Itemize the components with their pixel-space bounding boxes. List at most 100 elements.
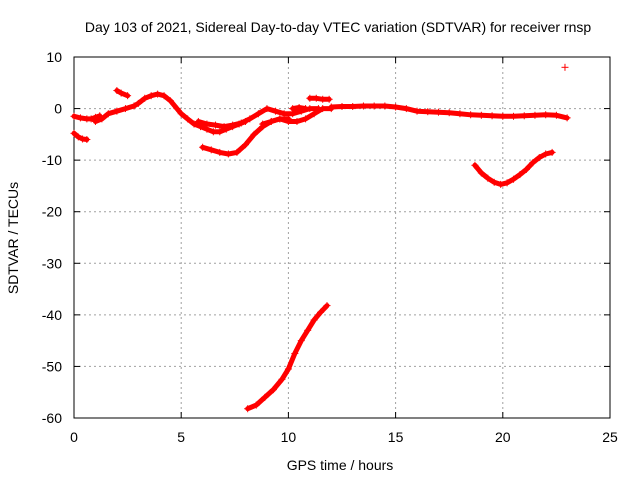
data-point — [154, 90, 162, 98]
data-point — [233, 148, 241, 156]
series-arc-12 — [245, 303, 330, 412]
data-point — [252, 401, 260, 409]
data-point — [220, 123, 228, 131]
data-point — [194, 117, 202, 125]
data-point — [278, 375, 286, 383]
data-point — [310, 316, 318, 324]
data-point — [113, 87, 121, 95]
data-point — [246, 115, 254, 123]
data-point — [302, 115, 310, 123]
data-point — [561, 63, 569, 71]
plot-frame — [73, 56, 611, 419]
data-point — [488, 112, 496, 120]
data-point — [244, 405, 252, 413]
x-tick-label: 15 — [388, 429, 404, 445]
data-point — [306, 94, 314, 102]
data-point — [323, 302, 331, 310]
data-point — [359, 102, 367, 110]
data-point — [83, 136, 91, 144]
data-point — [529, 159, 537, 167]
data-point — [87, 115, 95, 123]
data-point — [134, 99, 142, 107]
y-tick-label: 0 — [54, 101, 62, 117]
data-point — [261, 393, 269, 401]
data-point — [413, 107, 421, 115]
data-point — [490, 178, 498, 186]
y-tick-label: -30 — [42, 255, 62, 271]
data-point — [91, 117, 99, 125]
data-point — [542, 150, 550, 158]
data-point — [563, 114, 571, 122]
data-point — [302, 105, 310, 113]
data-point — [338, 103, 346, 111]
data-point — [312, 94, 320, 102]
chart-title: Day 103 of 2021, Sidereal Day-to-day VTE… — [85, 19, 591, 35]
x-tick-label: 10 — [281, 429, 297, 445]
x-tick-label: 0 — [70, 429, 78, 445]
y-axis-label: SDTVAR / TECUs — [5, 182, 21, 294]
x-tick-label: 20 — [495, 429, 511, 445]
data-point — [184, 115, 192, 123]
data-point — [497, 180, 505, 188]
data-point — [117, 89, 125, 97]
data-point — [516, 171, 524, 179]
data-point — [319, 105, 327, 113]
data-point — [207, 146, 215, 154]
data-point — [327, 103, 335, 111]
y-tick-label: -50 — [42, 358, 62, 374]
data-point — [289, 105, 297, 113]
data-point — [284, 117, 292, 125]
data-point — [199, 143, 207, 151]
data-point — [456, 110, 464, 118]
data-point — [259, 120, 267, 128]
data-point — [254, 110, 262, 118]
data-point — [304, 326, 312, 334]
data-point — [297, 337, 305, 345]
data-point — [484, 174, 492, 182]
data-point — [229, 121, 237, 129]
data-point — [250, 130, 258, 138]
data-point — [349, 103, 357, 111]
data-point — [141, 94, 149, 102]
grid — [74, 57, 610, 418]
data-point — [434, 108, 442, 116]
data-point — [173, 105, 181, 113]
data-point — [291, 350, 299, 358]
data-point — [190, 120, 198, 128]
y-tick-label: -10 — [42, 152, 62, 168]
data-point — [402, 105, 410, 113]
data-point — [242, 141, 250, 149]
data-point — [520, 112, 528, 120]
data-point — [522, 165, 530, 173]
data-point — [263, 105, 271, 113]
data-point — [548, 148, 556, 156]
data-point — [317, 308, 325, 316]
data-point — [503, 179, 511, 187]
data-point — [104, 110, 112, 118]
data-point — [74, 133, 82, 141]
data-point — [381, 102, 389, 110]
data-point — [237, 119, 245, 127]
data-point — [79, 135, 87, 143]
x-tick-label: 25 — [602, 429, 618, 445]
data-point — [552, 111, 560, 119]
data-point — [445, 109, 453, 117]
data-point — [535, 154, 543, 162]
data-point — [531, 111, 539, 119]
data-point — [319, 95, 327, 103]
x-axis-label: GPS time / hours — [287, 457, 394, 473]
data-point — [280, 110, 288, 118]
data-point — [310, 110, 318, 118]
data-point — [510, 112, 518, 120]
data-point — [295, 104, 303, 112]
data-point — [147, 92, 155, 100]
data-point — [160, 92, 168, 100]
data-point — [130, 102, 138, 110]
data-point — [70, 112, 78, 120]
data-point — [203, 120, 211, 128]
x-tick-label: 5 — [177, 429, 185, 445]
data-point — [477, 169, 485, 177]
data-point — [212, 121, 220, 129]
y-tick-label: -20 — [42, 204, 62, 220]
